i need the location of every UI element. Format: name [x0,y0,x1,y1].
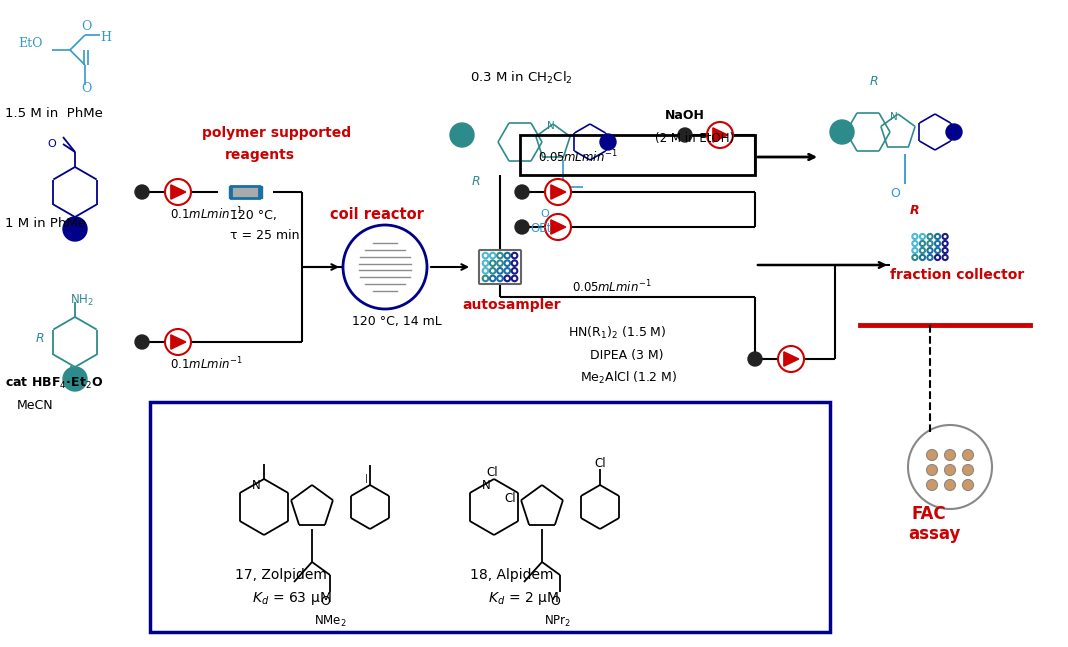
Circle shape [944,465,956,476]
Text: 17, Zolpidem: 17, Zolpidem [235,568,327,582]
Text: H: H [100,31,111,44]
Text: NaOH: NaOH [665,109,705,122]
Circle shape [164,179,191,205]
Text: $\it{0.05 mL min^{-1}}$: $\it{0.05 mL min^{-1}}$ [572,278,651,295]
Circle shape [946,124,962,140]
FancyBboxPatch shape [480,250,521,284]
Circle shape [927,450,938,461]
Text: N: N [252,479,261,492]
Bar [520,135,755,175]
Text: MeCN: MeCN [17,399,53,412]
Circle shape [908,425,992,509]
Circle shape [135,335,150,349]
Text: 1.5 M in  PhMe: 1.5 M in PhMe [5,107,103,120]
Text: R: R [472,175,481,188]
Text: coil reactor: coil reactor [330,207,424,222]
Text: Me$_2$AlCl (1.2 M): Me$_2$AlCl (1.2 M) [580,370,677,386]
Circle shape [830,120,854,144]
Text: O: O [47,139,56,149]
Text: Cl: Cl [486,466,498,479]
Circle shape [962,450,974,461]
Text: $K_d$ = 63 μM: $K_d$ = 63 μM [252,590,332,607]
Text: HN(R$_1$)$_2$ (1.5 M): HN(R$_1$)$_2$ (1.5 M) [568,325,666,341]
Circle shape [748,352,761,366]
Circle shape [515,185,529,199]
Text: 120 °C, 14 mL: 120 °C, 14 mL [352,315,442,328]
Text: O: O [550,595,560,608]
Circle shape [63,367,87,391]
Text: cat HBF$_4$·Et$_2$O: cat HBF$_4$·Et$_2$O [5,376,103,391]
Polygon shape [784,352,799,366]
Text: |: | [365,474,367,483]
Text: N: N [69,365,78,378]
Circle shape [600,134,616,150]
Text: N: N [890,112,898,122]
Circle shape [545,214,571,240]
Circle shape [927,465,938,476]
Circle shape [927,479,938,490]
Text: 18, Alpidem: 18, Alpidem [470,568,553,582]
Text: NPr$_2$: NPr$_2$ [544,614,571,629]
Circle shape [944,450,956,461]
Text: O: O [540,209,549,219]
Circle shape [962,465,974,476]
Text: N: N [547,121,554,131]
Text: τ = 25 min: τ = 25 min [230,229,299,242]
Text: autosampler: autosampler [462,298,561,312]
Text: 1 M in PhMe: 1 M in PhMe [5,217,87,230]
Polygon shape [171,335,186,349]
Text: $\it{0.1 mL min^{-1}}$: $\it{0.1 mL min^{-1}}$ [170,205,242,222]
Text: 0.3 M in CH$_2$Cl$_2$: 0.3 M in CH$_2$Cl$_2$ [470,70,572,86]
Text: assay: assay [908,525,960,543]
Polygon shape [551,220,566,234]
Text: EtO: EtO [18,37,43,50]
Text: DIPEA (3 M): DIPEA (3 M) [590,349,663,362]
Bar [229,186,231,198]
Circle shape [678,128,692,142]
Text: polymer supported: polymer supported [202,126,351,140]
Text: R: R [35,332,44,345]
Text: (2 M in EtOH): (2 M in EtOH) [655,132,734,145]
Text: $\it{0.05 mL min^{-1}}$: $\it{0.05 mL min^{-1}}$ [538,148,617,165]
Circle shape [135,185,150,199]
Text: Cl: Cl [504,492,516,505]
Circle shape [515,220,529,234]
Text: O: O [320,595,330,608]
Text: N: N [482,479,491,492]
FancyBboxPatch shape [150,402,830,632]
Text: $\it{0.1 mL min^{-1}}$: $\it{0.1 mL min^{-1}}$ [170,355,242,372]
Circle shape [545,179,571,205]
Polygon shape [171,185,186,199]
Text: FAC: FAC [912,505,946,523]
Text: fraction collector: fraction collector [890,268,1024,282]
Circle shape [450,123,474,147]
Circle shape [962,479,974,490]
Text: $K_d$ = 2 μM: $K_d$ = 2 μM [488,590,559,607]
Text: R: R [870,75,879,88]
Text: Cl: Cl [594,457,606,470]
Circle shape [63,217,87,241]
Circle shape [164,329,191,355]
Text: NMe$_2$: NMe$_2$ [314,614,347,629]
Bar [260,186,262,198]
Text: O: O [81,82,92,95]
Text: R: R [910,204,920,217]
Circle shape [944,479,956,490]
Text: 120 °C,: 120 °C, [230,209,277,222]
Text: reagents: reagents [225,148,295,162]
Circle shape [778,346,804,372]
Text: O: O [890,187,900,200]
Polygon shape [551,185,566,199]
Text: NH$_2$: NH$_2$ [70,293,94,308]
Bar [231,186,260,198]
Text: O: O [81,20,92,33]
Polygon shape [712,128,727,142]
Circle shape [707,122,733,148]
Text: OEt: OEt [530,222,551,235]
